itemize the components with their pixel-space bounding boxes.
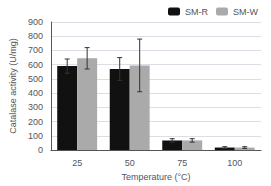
svg-text:Temperature (°C): Temperature (°C) <box>121 172 190 182</box>
svg-text:600: 600 <box>28 60 43 70</box>
svg-text:900: 900 <box>28 17 43 27</box>
svg-text:200: 200 <box>28 117 43 127</box>
svg-text:75: 75 <box>177 158 187 168</box>
svg-text:50: 50 <box>125 158 135 168</box>
svg-text:100: 100 <box>227 158 242 168</box>
svg-text:500: 500 <box>28 74 43 84</box>
svg-text:0: 0 <box>38 145 43 155</box>
svg-text:700: 700 <box>28 45 43 55</box>
svg-text:SM-W: SM-W <box>233 7 258 17</box>
svg-text:400: 400 <box>28 88 43 98</box>
svg-text:300: 300 <box>28 102 43 112</box>
svg-text:Catalase activity (U/mg): Catalase activity (U/mg) <box>8 38 18 134</box>
svg-text:SM-R: SM-R <box>185 7 208 17</box>
svg-text:100: 100 <box>28 131 43 141</box>
svg-text:25: 25 <box>72 158 82 168</box>
svg-text:800: 800 <box>28 31 43 41</box>
